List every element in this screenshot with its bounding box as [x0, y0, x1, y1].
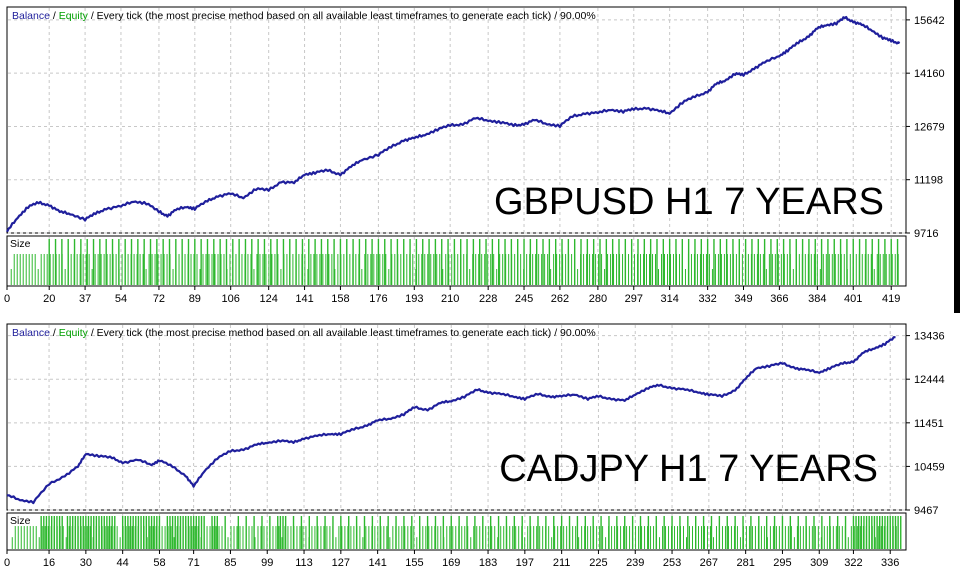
x-tick-label: 384 [808, 293, 826, 305]
plot-frame [6, 6, 907, 234]
y-tick-label: 11198 [914, 175, 943, 187]
x-tick-label: 89 [189, 293, 201, 305]
gbpusd-tester-report: 0 20 37 54 72 89 106 124 141 158 176 193 210 228 245 26… [4, 0, 960, 313]
x-tick-label: 253 [663, 557, 681, 569]
x-tick-label: 336 [881, 557, 899, 569]
x-tick-label: 245 [515, 293, 533, 305]
x-tick-label: 71 [188, 557, 200, 569]
legend-equity: Equity [59, 327, 89, 339]
panel-separator [954, 0, 960, 313]
x-tick-label: 58 [153, 557, 165, 569]
x-tick-label: 176 [369, 293, 387, 305]
x-tick-label: 197 [516, 557, 534, 569]
x-tick-label: 322 [844, 557, 862, 569]
cadjpy-balance-chart: 0 16 30 44 58 71 85 99 113 127 141 155 169 183 197 211 2… [4, 323, 945, 569]
x-tick-label: 72 [153, 293, 165, 305]
legend-balance: Balance [12, 10, 50, 22]
x-tick-label: 183 [479, 557, 497, 569]
overlay-title: CADJPY H1 7 YEARS [499, 448, 878, 490]
size-frame [6, 512, 907, 551]
x-tick-label: 280 [589, 293, 607, 305]
x-tick-label: 262 [551, 293, 569, 305]
legend-separator: / [50, 327, 59, 339]
model-description: / Every tick (the most precise method ba… [88, 327, 560, 339]
y-tick-label: 12444 [914, 374, 945, 386]
balance-series-line [6, 15, 901, 233]
chart-header: Balance / Equity / Every tick (the most … [12, 327, 596, 339]
x-tick-label: 419 [882, 293, 900, 305]
x-tick-label: 309 [810, 557, 828, 569]
x-tick-label: 281 [736, 557, 754, 569]
x-tick-label: 210 [441, 293, 459, 305]
x-tick-label: 211 [553, 557, 571, 569]
y-tick-label: 12679 [914, 121, 945, 133]
x-tick-label: 124 [260, 293, 278, 305]
plot-frame [6, 323, 907, 511]
x-tick-label: 141 [368, 557, 386, 569]
modelling-quality: 90.00% [560, 327, 596, 339]
x-tick-label: 30 [80, 557, 92, 569]
model-description: / Every tick (the most precise method ba… [88, 10, 560, 22]
modelling-quality: 90.00% [560, 10, 596, 22]
x-tick-label: 349 [734, 293, 752, 305]
y-tick-label: 15642 [914, 15, 945, 27]
y-tick-label: 9467 [914, 505, 938, 517]
x-tick-label: 141 [295, 293, 313, 305]
x-tick-label: 37 [79, 293, 91, 305]
x-tick-label: 169 [442, 557, 460, 569]
x-tick-label: 85 [224, 557, 236, 569]
x-tick-label: 16 [43, 557, 55, 569]
x-tick-label: 127 [332, 557, 350, 569]
y-tick-label: 13436 [914, 331, 945, 343]
x-tick-label: 54 [115, 293, 127, 305]
x-tick-label: 113 [295, 557, 313, 569]
y-tick-label: 10459 [914, 461, 945, 473]
x-tick-label: 0 [4, 293, 10, 305]
chart-header: Balance / Equity / Every tick (the most … [12, 10, 596, 22]
overlay-title: GBPUSD H1 7 YEARS [494, 181, 884, 223]
x-tick-label: 239 [626, 557, 644, 569]
y-tick-label: 14160 [914, 68, 945, 80]
x-tick-label: 155 [405, 557, 423, 569]
balance-series-line [6, 336, 896, 505]
x-tick-label: 228 [479, 293, 497, 305]
legend-balance: Balance [12, 327, 50, 339]
x-tick-label: 225 [589, 557, 607, 569]
legend-separator: / [50, 10, 59, 22]
x-tick-label: 401 [844, 293, 862, 305]
x-tick-label: 106 [222, 293, 240, 305]
x-tick-label: 20 [43, 293, 55, 305]
size-label: Size [10, 515, 31, 527]
x-tick-label: 99 [261, 557, 273, 569]
y-tick-label: 9716 [914, 228, 938, 240]
x-tick-label: 193 [405, 293, 423, 305]
legend-equity: Equity [59, 10, 89, 22]
x-tick-label: 0 [4, 557, 10, 569]
x-tick-label: 267 [700, 557, 718, 569]
x-tick-label: 366 [770, 293, 788, 305]
x-tick-label: 332 [698, 293, 716, 305]
size-label: Size [10, 238, 31, 250]
x-tick-label: 297 [625, 293, 643, 305]
cadjpy-tester-report: 0 16 30 44 58 71 85 99 113 127 141 155 169 183 197 211 2… [0, 320, 960, 573]
x-tick-label: 44 [117, 557, 129, 569]
x-tick-label: 158 [331, 293, 349, 305]
x-tick-label: 314 [660, 293, 678, 305]
y-tick-label: 11451 [914, 418, 944, 430]
x-tick-label: 295 [773, 557, 791, 569]
gbpusd-balance-chart: 0 20 37 54 72 89 106 124 141 158 176 193 210 228 245 26… [4, 6, 945, 305]
